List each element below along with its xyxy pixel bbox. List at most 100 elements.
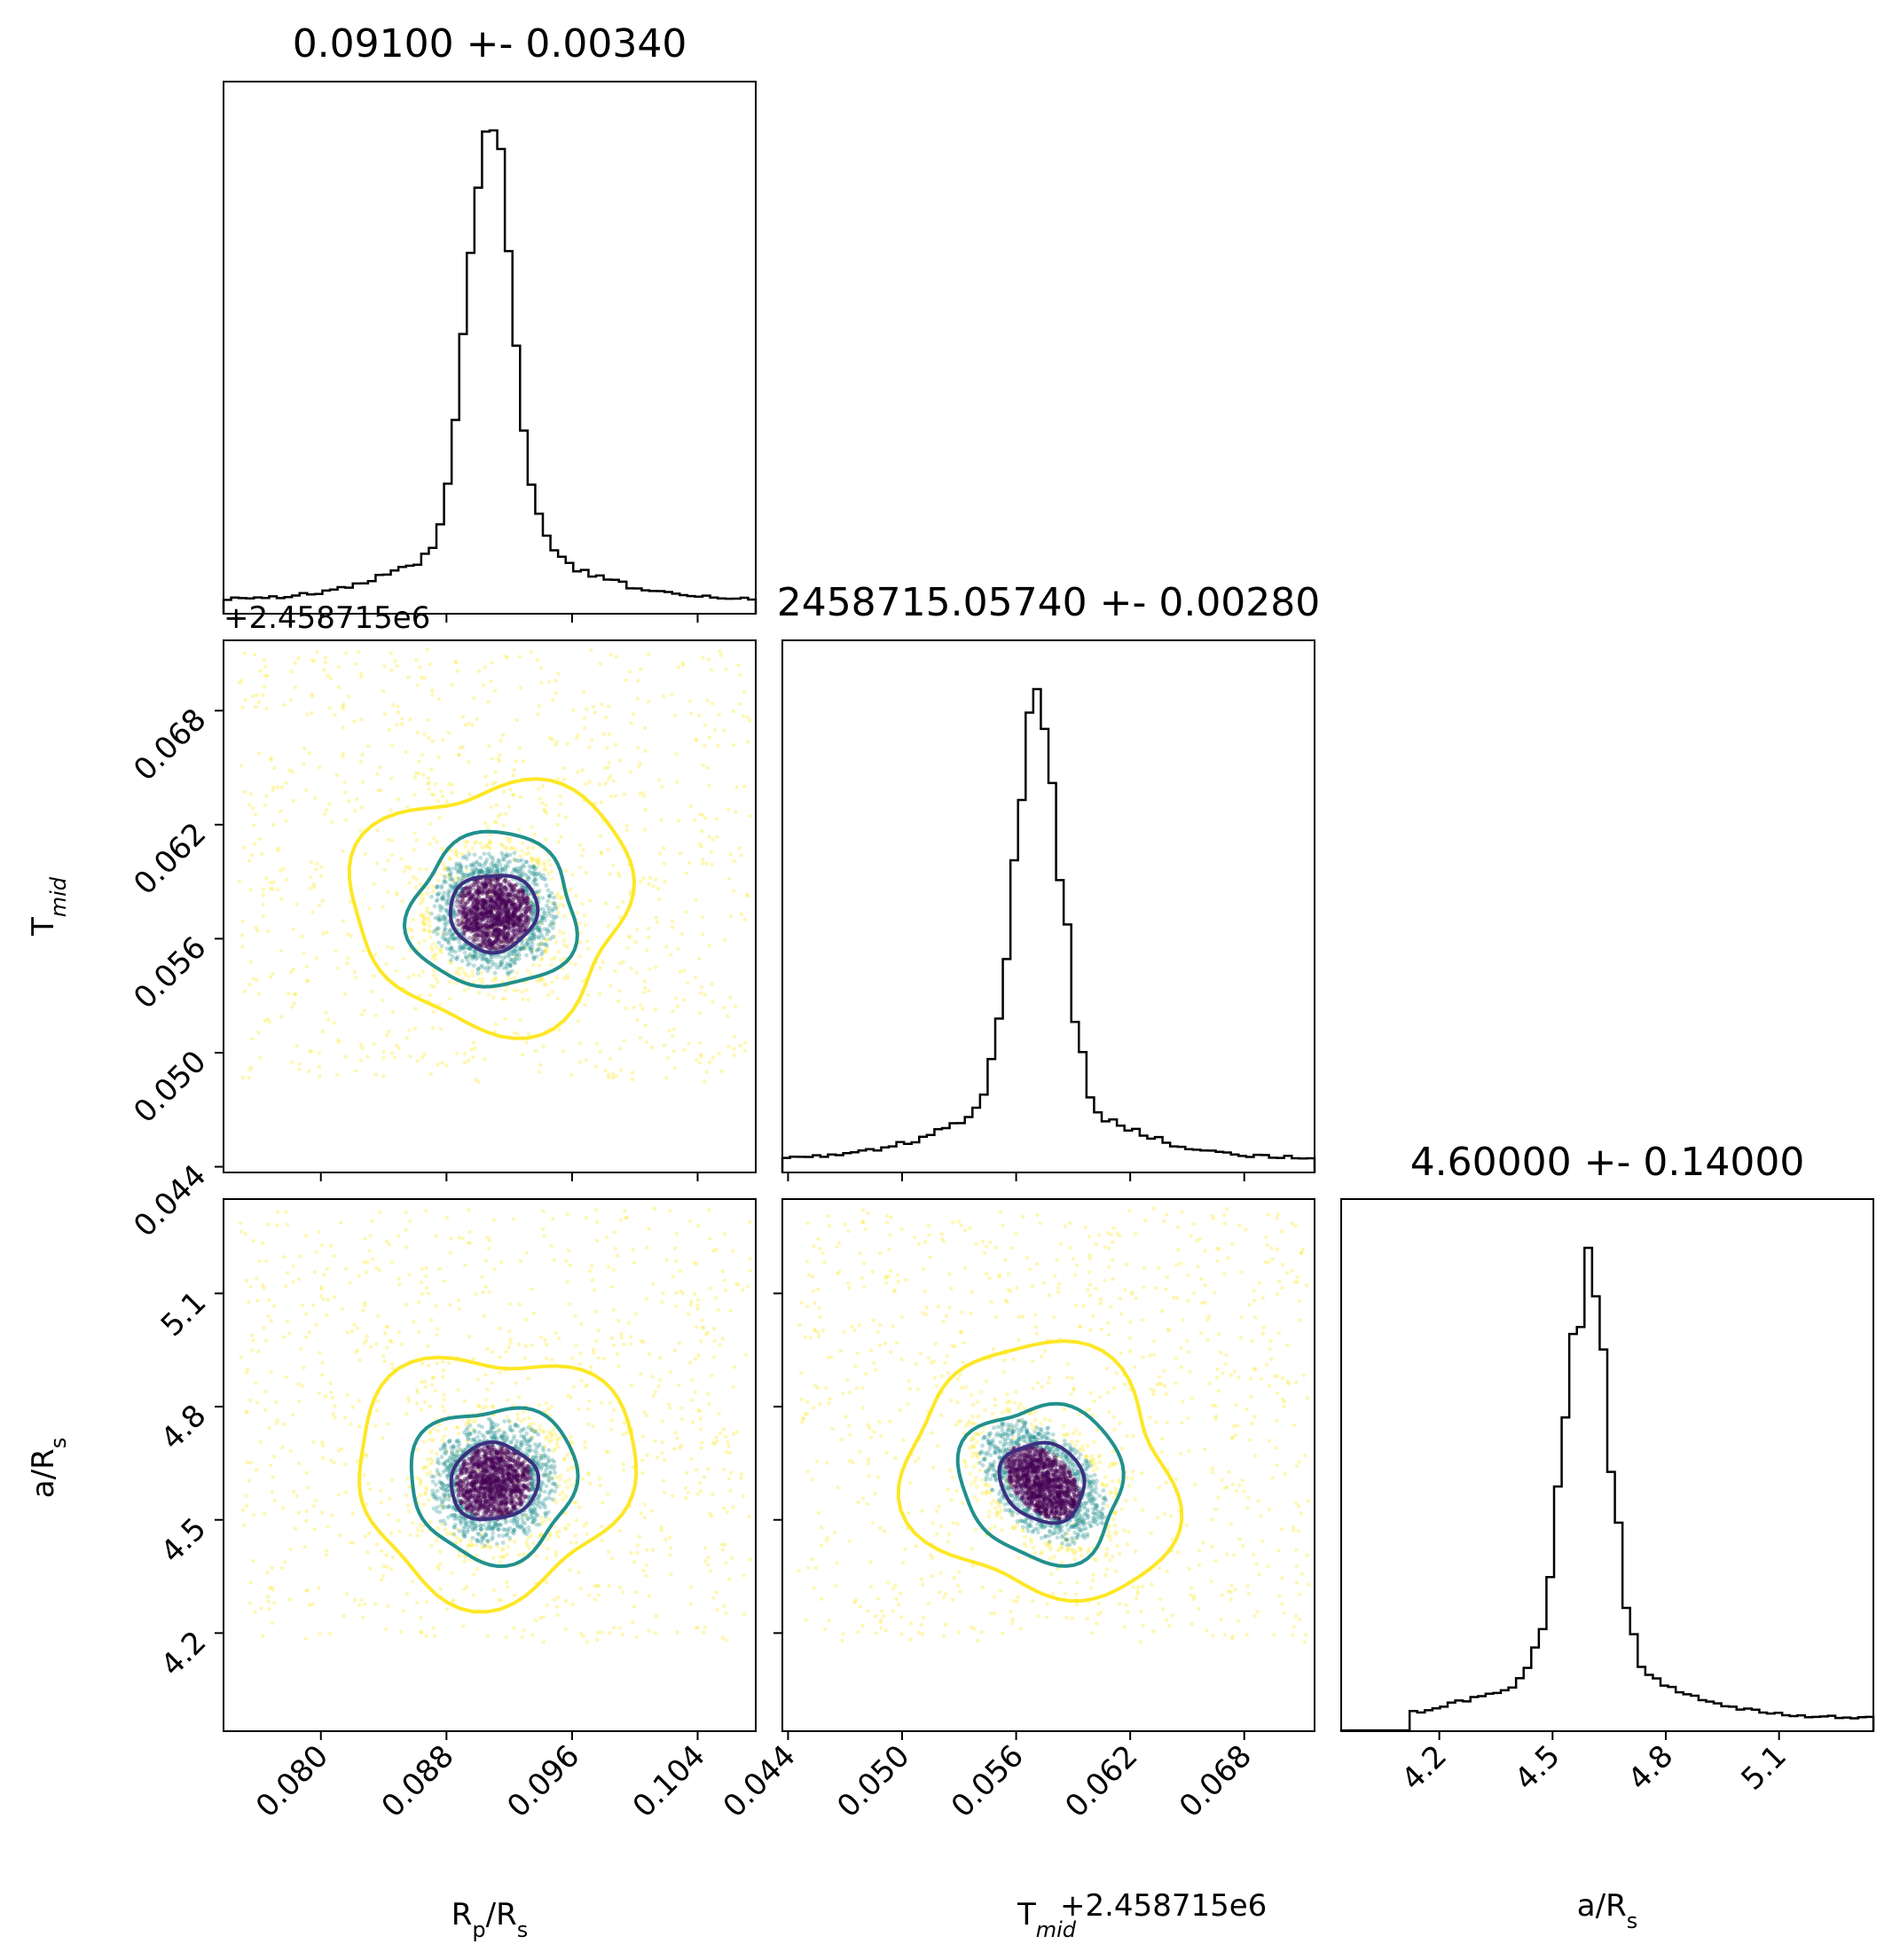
scatter-point bbox=[398, 1629, 404, 1635]
scatter-point bbox=[722, 1232, 726, 1236]
scatter-point bbox=[556, 910, 561, 915]
scatter-point bbox=[467, 1058, 471, 1063]
scatter-point bbox=[457, 863, 462, 868]
scatter-point bbox=[626, 934, 632, 939]
scatter-point bbox=[611, 863, 616, 867]
scatter-point bbox=[551, 1448, 556, 1454]
scatter-point bbox=[503, 885, 508, 890]
scatter-point bbox=[269, 1319, 273, 1323]
scatter-point bbox=[419, 1407, 424, 1413]
scatter-point bbox=[410, 1580, 415, 1584]
scatter-point bbox=[539, 956, 545, 961]
scatter-point bbox=[591, 1424, 595, 1429]
scatter-point bbox=[433, 953, 438, 957]
scatter-point bbox=[239, 933, 245, 937]
scatter-point bbox=[498, 753, 502, 757]
scatter-point bbox=[616, 1318, 621, 1323]
scatter-point bbox=[291, 927, 295, 932]
scatter-point bbox=[386, 890, 390, 894]
scatter-point bbox=[477, 900, 483, 906]
scatter-point bbox=[304, 1509, 309, 1514]
histogram-tmid-frame bbox=[781, 639, 1315, 1173]
scatter-point bbox=[587, 780, 592, 784]
scatter-point bbox=[499, 1260, 504, 1265]
scatter-point bbox=[388, 1338, 392, 1343]
scatter-point bbox=[703, 1625, 708, 1630]
scatter-point bbox=[512, 976, 517, 980]
scatter-point bbox=[448, 877, 452, 882]
scatter-point bbox=[672, 1348, 678, 1352]
scatter-point bbox=[422, 1052, 427, 1056]
scatter-point bbox=[483, 844, 489, 850]
scatter-point bbox=[400, 717, 404, 721]
scatter-point bbox=[491, 931, 496, 937]
scatter-point bbox=[686, 1312, 691, 1317]
scatter-point bbox=[647, 1628, 651, 1633]
scatter-point bbox=[513, 949, 518, 953]
scatter-point bbox=[689, 1398, 694, 1403]
scatter-point bbox=[697, 1480, 703, 1486]
scatter-point bbox=[566, 1393, 570, 1398]
scatter-point bbox=[518, 866, 522, 871]
scatter-point bbox=[504, 963, 509, 968]
scatter-point bbox=[450, 885, 454, 890]
scatter-point bbox=[374, 1542, 380, 1547]
scatter-point bbox=[495, 920, 500, 925]
scatter-point bbox=[494, 928, 499, 933]
scatter-point bbox=[479, 924, 484, 929]
scatter-point bbox=[629, 1550, 633, 1556]
scatter-point bbox=[653, 1007, 658, 1012]
scatter-point bbox=[555, 891, 561, 896]
scatter-point bbox=[622, 1342, 626, 1347]
scatter-point bbox=[452, 882, 458, 887]
scatter-point bbox=[587, 745, 592, 749]
scatter-point bbox=[472, 925, 476, 929]
scatter-point bbox=[746, 740, 750, 744]
scatter-point bbox=[544, 883, 549, 888]
scatter-point bbox=[731, 1249, 735, 1253]
scatter-point bbox=[669, 1546, 673, 1550]
scatter-point bbox=[329, 1243, 334, 1248]
scatter-point bbox=[709, 667, 714, 672]
scatter-point bbox=[674, 752, 679, 757]
scatter-point bbox=[510, 870, 514, 875]
scatter-point bbox=[523, 893, 529, 898]
scatter-point bbox=[506, 925, 511, 930]
scatter-point bbox=[687, 860, 692, 866]
scatter-point bbox=[485, 1346, 490, 1352]
scatter-point bbox=[475, 906, 479, 912]
scatter-point bbox=[248, 888, 253, 892]
scatter-point bbox=[308, 875, 313, 880]
scatter-point bbox=[453, 848, 458, 852]
scatter-point bbox=[312, 882, 317, 887]
scatter-point bbox=[345, 961, 349, 966]
scatter-point bbox=[577, 921, 582, 926]
scatter-point bbox=[470, 973, 475, 978]
scatter-point bbox=[726, 1044, 731, 1049]
scatter-point bbox=[489, 923, 494, 929]
scatter-point bbox=[642, 979, 647, 984]
scatter-point bbox=[546, 893, 552, 898]
scatter-point bbox=[719, 1069, 724, 1074]
scatter-point bbox=[485, 914, 490, 920]
scatter-point bbox=[324, 1010, 328, 1015]
scatter-point bbox=[563, 1627, 568, 1632]
scatter-point bbox=[478, 855, 483, 860]
scatter-point bbox=[292, 1001, 296, 1006]
scatter-point bbox=[434, 1451, 439, 1456]
scatter-point bbox=[507, 917, 513, 922]
scatter-point bbox=[728, 1309, 733, 1313]
scatter-point bbox=[514, 970, 520, 975]
scatter-point bbox=[314, 956, 318, 960]
scatter-point bbox=[362, 1008, 366, 1013]
scatter-point bbox=[602, 1356, 607, 1361]
scatter-point bbox=[636, 764, 640, 769]
scatter-point bbox=[475, 908, 480, 913]
scatter-point bbox=[327, 1631, 332, 1636]
scatter-point bbox=[471, 1356, 475, 1361]
scatter-point bbox=[542, 910, 547, 915]
scatter-point bbox=[384, 1553, 389, 1557]
scatter-point bbox=[523, 1317, 529, 1322]
scatter-point bbox=[523, 872, 528, 877]
scatter-point bbox=[415, 1533, 420, 1538]
